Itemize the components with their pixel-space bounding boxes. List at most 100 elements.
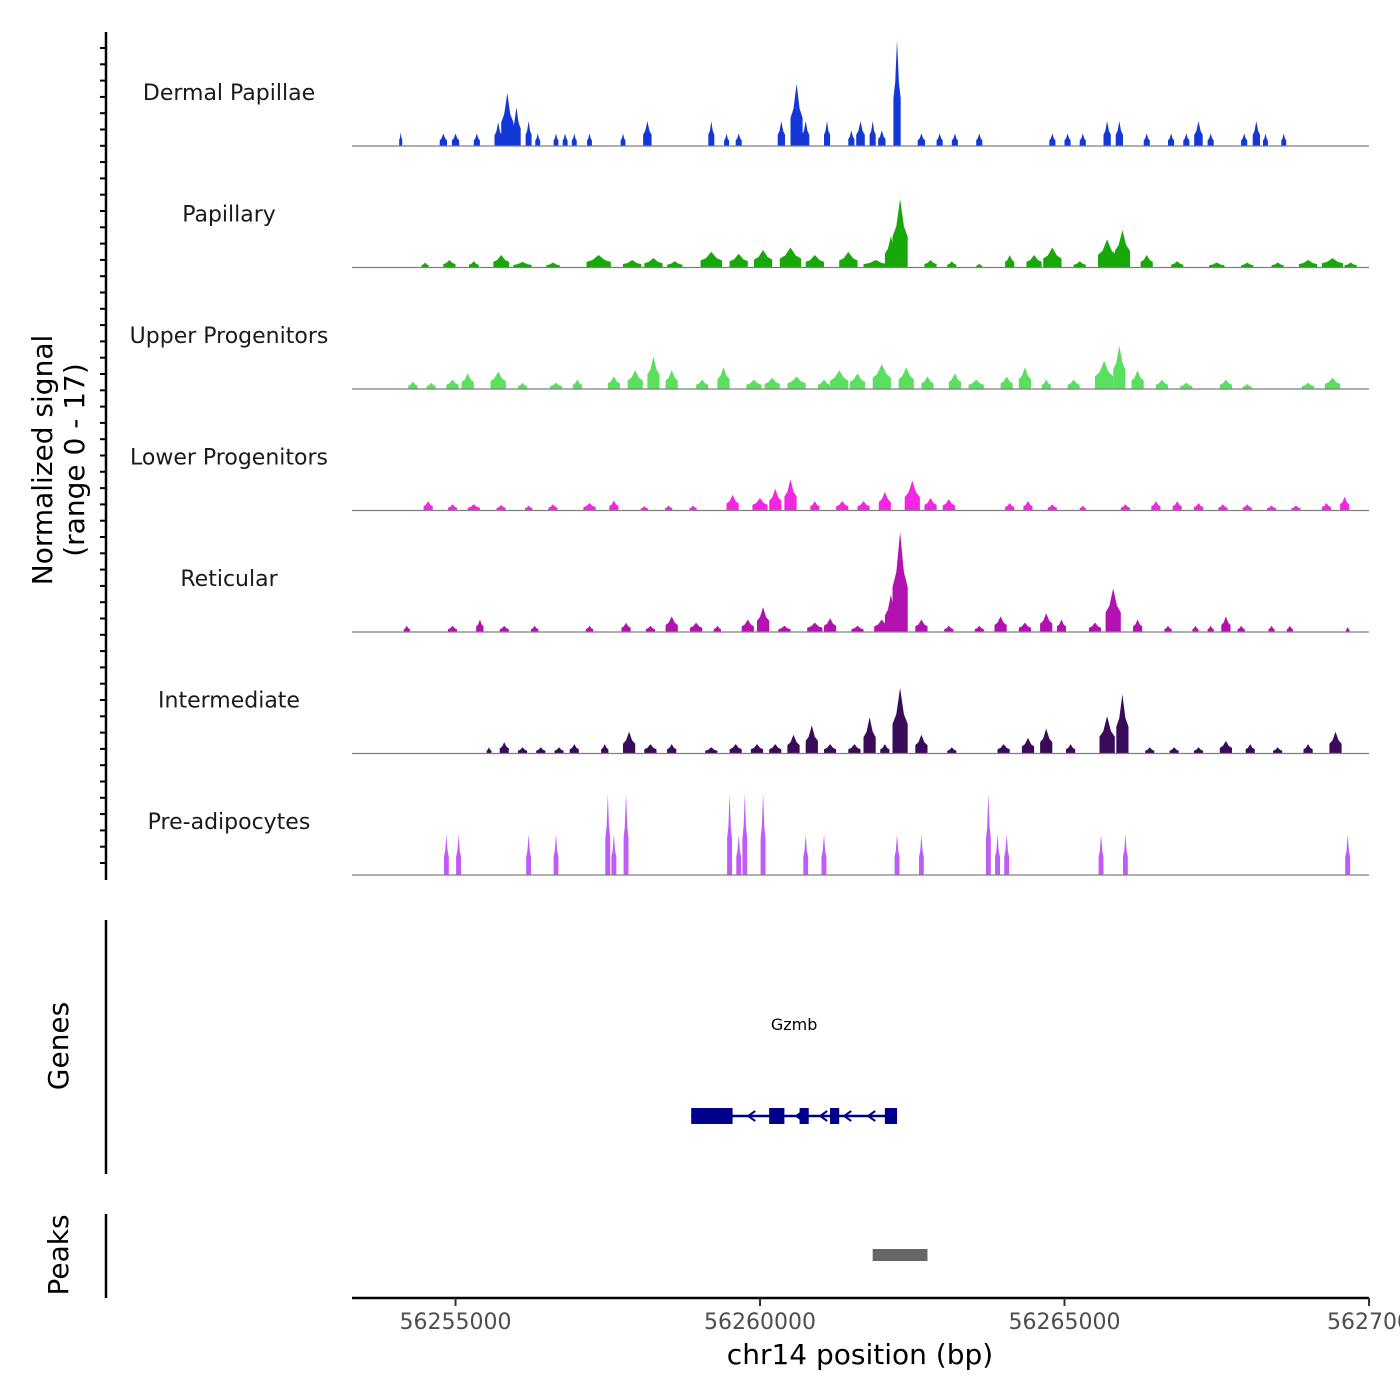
signal-peak — [968, 379, 984, 389]
signal-peak — [1105, 588, 1121, 632]
signal-peak — [1242, 504, 1252, 511]
signal-peak — [1095, 360, 1114, 389]
signal-peak — [849, 373, 866, 389]
signal-peak — [1098, 239, 1117, 268]
signal-peak — [824, 618, 837, 632]
signal-peak — [1023, 501, 1033, 511]
signal-peak — [802, 121, 810, 146]
signal-peak — [1267, 505, 1277, 511]
signal-peak — [974, 625, 984, 632]
signal-peak — [689, 505, 697, 511]
signal-peak — [1237, 625, 1245, 632]
signal-peak — [1252, 121, 1260, 146]
signal-peak — [473, 133, 480, 146]
signal-peak — [947, 261, 957, 268]
signal-peak — [1000, 376, 1013, 389]
signal-peak — [665, 370, 678, 389]
signal-peak — [1066, 744, 1076, 754]
signal-peak — [525, 505, 533, 511]
signal-peak — [531, 625, 539, 632]
signal-peak — [1041, 379, 1051, 389]
signal-peak — [609, 500, 619, 511]
signal-peak — [546, 262, 560, 268]
signal-peak — [499, 625, 509, 632]
signal-peak — [805, 255, 824, 268]
signal-peak — [1018, 367, 1031, 389]
signal-peak — [569, 744, 579, 754]
signal-peak — [769, 744, 782, 754]
signal-peak — [585, 625, 594, 632]
signal-peak — [1151, 501, 1161, 511]
signal-peak — [512, 107, 521, 146]
peaks-panel-title: Peaks — [42, 1214, 75, 1295]
signal-tracks: Dermal Papillae Papillary Upper Progenitor… — [130, 40, 1369, 876]
signal-peak — [494, 122, 502, 146]
signal-peak — [1021, 737, 1035, 754]
signal-peak — [665, 505, 673, 511]
signal-peak — [456, 834, 461, 875]
signal-peak — [1171, 261, 1184, 268]
signal-peak — [764, 377, 780, 389]
signal-peak — [947, 747, 957, 754]
signal-peak — [1324, 377, 1341, 389]
signal-peak — [1321, 503, 1331, 511]
signal-peak — [623, 793, 629, 875]
signal-peak — [726, 494, 739, 511]
signal-peak — [1040, 728, 1053, 754]
signal-peak — [1056, 619, 1066, 632]
signal-peak — [1103, 121, 1111, 146]
track-upper-progenitors: Upper Progenitors — [130, 324, 1369, 390]
signal-peak — [976, 263, 983, 268]
signal-peak — [548, 504, 558, 511]
signal-peak — [1004, 834, 1010, 875]
signal-peak — [880, 744, 890, 754]
signal-peak — [729, 744, 742, 754]
signal-peak — [919, 834, 924, 875]
signal-peak — [727, 793, 732, 875]
signal-peak — [526, 834, 531, 875]
track-intermediate: Intermediate — [158, 688, 1369, 755]
signal-peak — [729, 253, 748, 268]
signal-peak — [408, 381, 418, 389]
signal-peak — [1120, 504, 1130, 511]
signal-peak — [817, 379, 831, 389]
signal-peak — [601, 744, 609, 754]
signal-peak — [1207, 133, 1214, 146]
signal-peak — [1193, 503, 1204, 511]
signal-peak — [1064, 133, 1071, 146]
signal-peak — [1345, 627, 1350, 632]
signal-peak — [778, 625, 791, 632]
signal-peak — [790, 83, 803, 146]
track-pre-adipocytes: Pre-adipocytes — [148, 793, 1369, 876]
signal-peak — [605, 793, 611, 875]
signal-peak — [1273, 747, 1283, 754]
signal-peak — [995, 834, 1000, 875]
x-axis-title: chr14 position (bp) — [727, 1338, 993, 1371]
signal-peak — [467, 504, 480, 511]
gene-gzmb: Gzmb — [691, 1015, 898, 1124]
signal-peak — [667, 261, 683, 268]
signal-peak — [1116, 694, 1129, 754]
gene-exon — [884, 1108, 898, 1124]
signal-peak — [1155, 379, 1168, 389]
signal-peak — [517, 747, 528, 754]
signal-peak — [553, 133, 559, 146]
signal-peak — [915, 619, 928, 632]
signal-peak — [647, 356, 660, 389]
signal-peak — [803, 834, 809, 875]
genes-panel: Gzmb — [691, 1015, 898, 1124]
signal-peak — [554, 747, 564, 754]
signal-peak — [893, 40, 901, 146]
signal-peak — [1172, 501, 1182, 511]
signal-peak — [892, 198, 908, 268]
signal-peak — [997, 744, 1010, 754]
signal-peak — [1005, 255, 1015, 268]
signal-peak — [1286, 625, 1293, 632]
signal-peak — [986, 793, 991, 875]
signal-peak — [1263, 133, 1268, 146]
signal-peak — [735, 133, 742, 146]
x-axis-ticks: 56255000 56260000 56265000 562700 — [400, 1298, 1400, 1335]
signal-peak — [493, 255, 510, 268]
signal-peak — [944, 625, 954, 632]
signal-peak — [1079, 133, 1086, 146]
